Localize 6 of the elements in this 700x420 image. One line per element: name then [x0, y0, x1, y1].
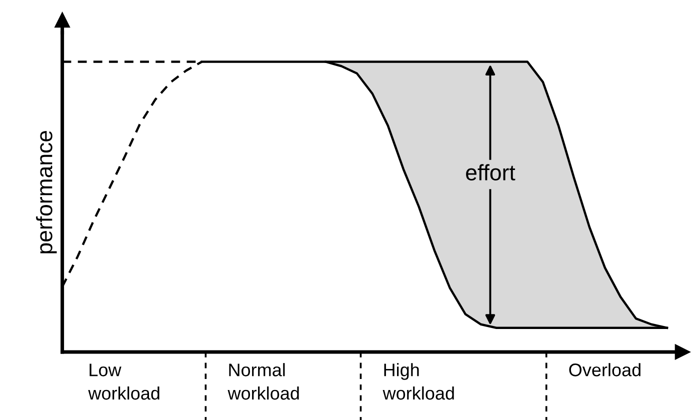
- x-tick-label: High workload: [382, 363, 454, 400]
- annotation: effort: [466, 164, 516, 180]
- x-tick-label: Overload: [569, 363, 640, 376]
- x-tick-label: Normal workload: [228, 363, 299, 400]
- x-tick-label: Low workload: [88, 364, 160, 400]
- y-axis-title: performance: [36, 130, 57, 254]
